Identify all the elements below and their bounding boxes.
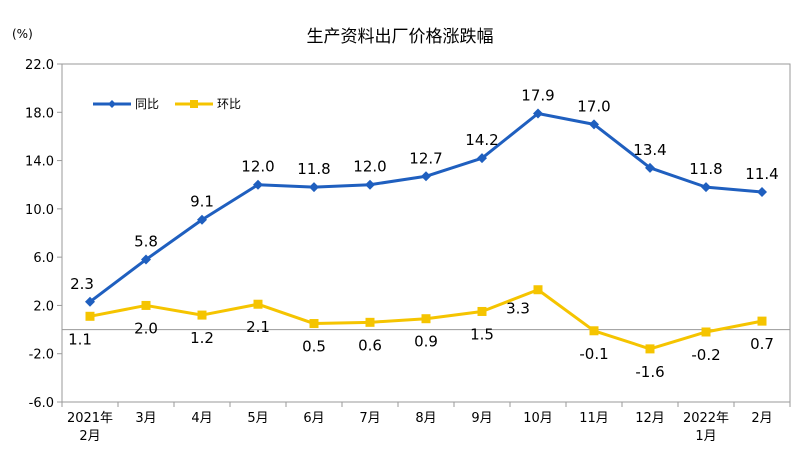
x-tick-label: 11月 — [579, 411, 609, 426]
x-tick-label: 6月 — [303, 411, 324, 426]
data-label-yoy: 2.3 — [70, 275, 94, 293]
data-point — [365, 179, 375, 190]
legend-item: 同比 — [93, 97, 159, 111]
y-tick-label: 14.0 — [25, 155, 54, 170]
data-point — [85, 296, 95, 307]
legend-swatch-marker — [190, 100, 198, 108]
x-tick-label: 12月 — [635, 411, 665, 426]
data-label-yoy: 11.4 — [745, 165, 778, 183]
data-point — [197, 214, 207, 225]
legend-item: 环比 — [175, 97, 241, 111]
series-yoy — [85, 108, 767, 307]
data-point — [589, 119, 599, 130]
data-point — [365, 317, 375, 327]
plot-area-border — [61, 63, 791, 403]
x-tick-label: 10月 — [523, 411, 553, 426]
data-point — [85, 311, 95, 321]
data-label-yoy: 12.0 — [353, 158, 386, 176]
data-point — [421, 171, 431, 182]
x-tick-label: 5月 — [247, 411, 268, 426]
x-tick-label: 2021年 — [67, 411, 113, 426]
data-label-yoy: 5.8 — [134, 233, 158, 251]
chart-title: 生产资料出厂价格涨跌幅 — [307, 27, 494, 47]
legend-swatch-marker — [108, 100, 116, 108]
axes — [61, 63, 791, 403]
data-point — [141, 254, 151, 265]
data-point — [645, 162, 655, 173]
x-tick-label: 2月 — [79, 429, 100, 444]
data-label-mom: 1.5 — [470, 325, 494, 343]
data-labels: 2.3 5.8 9.1 12.0 11.8 12.0 12.7 14.2 17.9 17.0 13.… — [68, 86, 779, 380]
data-label-yoy: 11.8 — [689, 160, 722, 178]
data-label-mom: 2.0 — [134, 319, 158, 337]
y-unit-label: (%) — [12, 27, 33, 41]
data-point — [701, 182, 711, 193]
y-tick-label: 22.0 — [25, 58, 54, 73]
data-label-yoy: 12.7 — [409, 149, 442, 167]
data-label-yoy: 9.1 — [190, 193, 214, 211]
legend-label: 同比 — [135, 97, 159, 111]
data-point — [533, 108, 543, 119]
data-label-yoy: 17.9 — [521, 86, 554, 104]
data-label-mom: -0.2 — [691, 346, 720, 364]
data-point — [645, 344, 655, 354]
y-tick-label: 18.0 — [25, 106, 54, 121]
data-point — [757, 186, 767, 197]
data-label-mom: 1.2 — [190, 329, 214, 347]
x-tick-label: 2月 — [751, 411, 772, 426]
y-tick-label: -6.0 — [29, 396, 54, 411]
data-label-mom: -1.6 — [635, 363, 664, 381]
data-label-yoy: 11.8 — [297, 160, 330, 178]
data-point — [253, 299, 263, 309]
data-label-mom: 0.6 — [358, 336, 382, 354]
data-label-yoy: 14.2 — [465, 131, 498, 149]
data-point — [533, 285, 543, 295]
legend-label: 环比 — [217, 97, 241, 111]
legend: 同比 环比 — [93, 97, 241, 111]
series-mom — [85, 285, 767, 354]
data-label-mom: 0.7 — [750, 335, 774, 353]
data-label-mom: 2.1 — [246, 318, 270, 336]
data-label-mom: 1.1 — [68, 330, 92, 348]
x-tick-label: 7月 — [359, 411, 380, 426]
y-tick-label: 6.0 — [33, 251, 54, 266]
data-label-yoy: 12.0 — [241, 158, 274, 176]
data-label-mom: -0.1 — [579, 345, 608, 363]
data-point — [701, 327, 711, 337]
data-point — [477, 306, 487, 316]
x-tick-label: 4月 — [191, 411, 212, 426]
data-label-mom: 0.5 — [302, 338, 326, 356]
data-point — [757, 316, 767, 326]
x-tick-label: 3月 — [135, 411, 156, 426]
data-point — [477, 153, 487, 164]
data-point — [421, 314, 431, 324]
data-point — [309, 319, 319, 329]
y-tick-label: 10.0 — [25, 203, 54, 218]
y-axis-ticks: -6.0 -2.0 2.0 6.0 10.0 14.0 18.0 22.0 — [25, 58, 62, 411]
data-point — [197, 310, 207, 320]
data-label-yoy: 17.0 — [577, 97, 610, 115]
data-label-yoy: 13.4 — [633, 141, 666, 159]
data-point — [141, 300, 151, 310]
x-axis-ticks: 2021年 2月 3月 4月 5月 6月 7月 8月 9月 10月 11月 12月 2022年 1月 2月 — [61, 402, 791, 444]
x-tick-label: 9月 — [471, 411, 492, 426]
data-point — [589, 326, 599, 336]
x-tick-label: 1月 — [695, 429, 716, 444]
series-lines — [85, 108, 767, 354]
y-tick-label: 2.0 — [33, 299, 54, 314]
y-tick-label: -2.0 — [29, 348, 54, 363]
x-tick-label: 2022年 — [683, 411, 729, 426]
data-label-mom: 3.3 — [506, 300, 530, 318]
x-tick-label: 8月 — [415, 411, 436, 426]
data-label-mom: 0.9 — [414, 333, 438, 351]
data-point — [309, 182, 319, 193]
data-point — [253, 179, 263, 190]
